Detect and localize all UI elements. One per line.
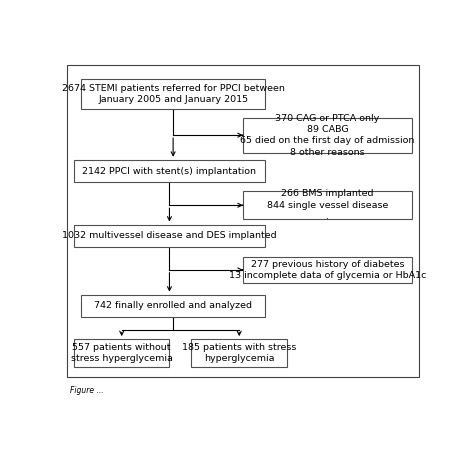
FancyBboxPatch shape	[243, 257, 412, 283]
FancyBboxPatch shape	[74, 160, 265, 182]
FancyBboxPatch shape	[74, 339, 169, 367]
Text: 2142 PPCI with stent(s) implantation: 2142 PPCI with stent(s) implantation	[82, 167, 256, 176]
Text: 557 patients without
stress hyperglycemia: 557 patients without stress hyperglycemi…	[71, 343, 173, 364]
Text: 370 CAG or PTCA only
89 CABG
65 died on the first day of admission
8 other reaso: 370 CAG or PTCA only 89 CABG 65 died on …	[240, 113, 415, 157]
FancyBboxPatch shape	[74, 224, 265, 248]
FancyBboxPatch shape	[243, 118, 412, 153]
FancyBboxPatch shape	[82, 294, 265, 318]
Text: 266 BMS implanted
844 single vessel disease
.: 266 BMS implanted 844 single vessel dise…	[267, 189, 388, 221]
Text: 2674 STEMI patients referred for PPCI between
January 2005 and January 2015: 2674 STEMI patients referred for PPCI be…	[62, 84, 284, 104]
FancyBboxPatch shape	[243, 191, 412, 219]
Text: 1032 multivessel disease and DES implanted: 1032 multivessel disease and DES implant…	[62, 232, 277, 240]
Text: Figure ...: Figure ...	[70, 386, 104, 394]
Text: 742 finally enrolled and analyzed: 742 finally enrolled and analyzed	[94, 302, 252, 310]
FancyBboxPatch shape	[191, 339, 287, 367]
FancyBboxPatch shape	[82, 79, 265, 109]
Text: 277 previous history of diabetes
13 incomplete data of glycemia or HbA1c: 277 previous history of diabetes 13 inco…	[229, 260, 426, 280]
Text: 185 patients with stress
hyperglycemia: 185 patients with stress hyperglycemia	[182, 343, 296, 364]
